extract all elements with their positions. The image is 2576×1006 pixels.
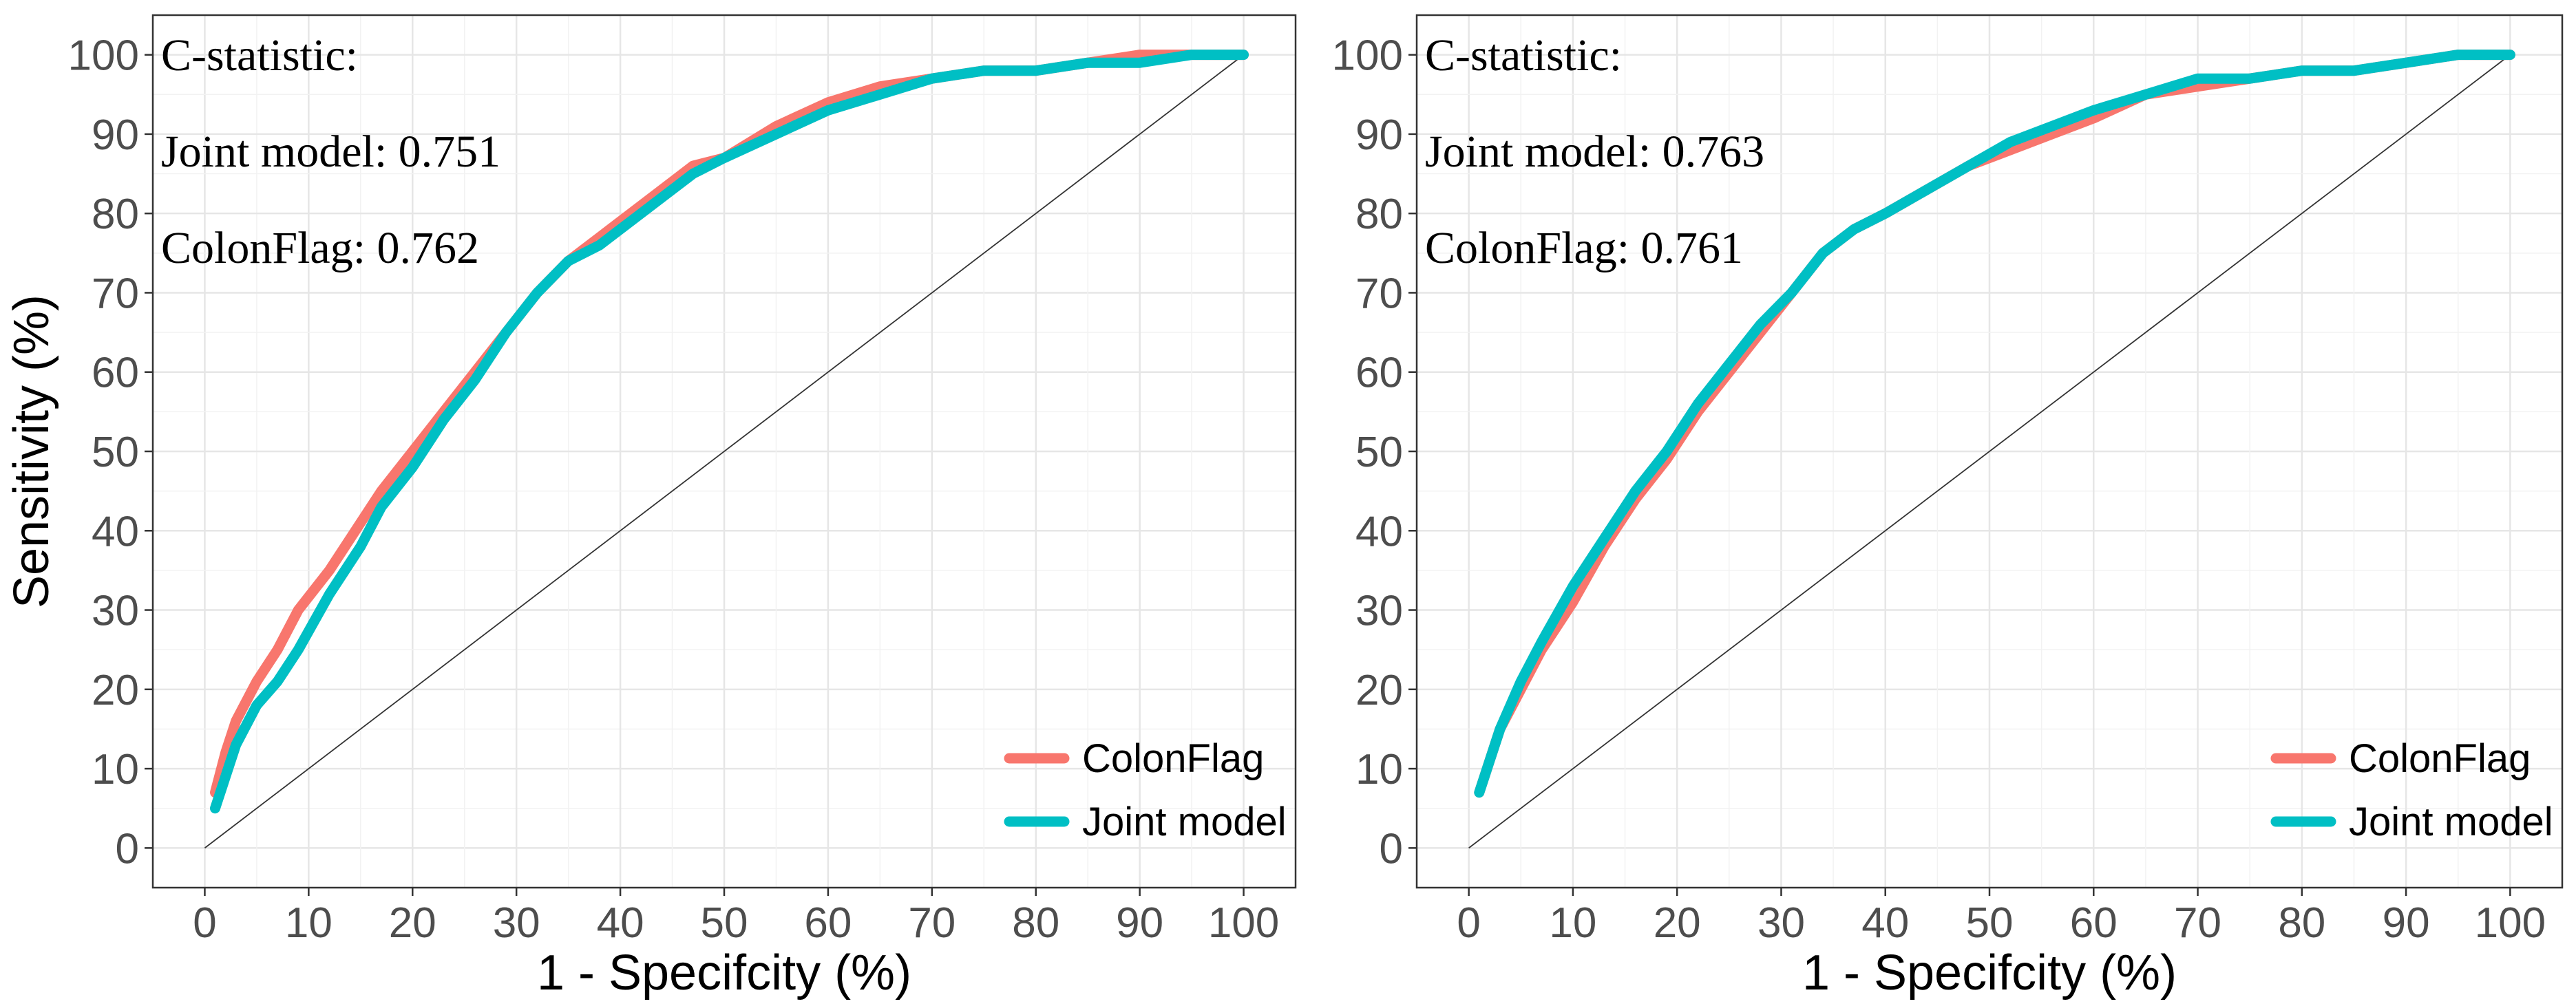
- x-tick-label: 10: [1549, 899, 1596, 947]
- y-tick-label: 30: [1355, 588, 1403, 635]
- x-tick-label: 80: [2278, 899, 2325, 947]
- legend: ColonFlag Joint model: [1004, 736, 1287, 844]
- y-tick-label: 30: [92, 588, 139, 635]
- c-statistic-heading-bold: C-statistic: [1425, 30, 1609, 81]
- c-statistic-heading: C-statistic:: [1425, 30, 1622, 81]
- y-tick-label: 50: [1355, 429, 1403, 476]
- y-tick-label: 40: [92, 508, 139, 555]
- y-tick-label: 50: [92, 429, 139, 476]
- y-tick-label: 100: [68, 32, 139, 80]
- y-tick-label: 0: [116, 825, 139, 873]
- x-tick-label: 60: [2070, 899, 2118, 947]
- y-tick-label: 90: [1355, 111, 1403, 159]
- grid: [1417, 15, 2562, 888]
- x-tick-label: 20: [389, 899, 436, 947]
- c-statistic-line: Joint model: 0.751: [161, 127, 500, 177]
- x-tick-label: 0: [1457, 899, 1480, 947]
- c-statistic-colon: :: [346, 30, 358, 81]
- x-tick-label: 30: [1757, 899, 1805, 947]
- x-tick-label: 40: [597, 899, 644, 947]
- x-tick-label: 70: [908, 899, 956, 947]
- roc-panel-2: 0 10 20 30 40 50 60 70 80 90 100 0 10 20 30 40 50 60 70 80 9…: [1332, 14, 2564, 1000]
- x-axis-title: 1 - Specifcity (%): [537, 945, 911, 1000]
- y-tick-label: 0: [1380, 825, 1403, 873]
- c-statistic-line: ColonFlag: 0.762: [161, 223, 479, 273]
- reference-diagonal-line: [204, 54, 1245, 849]
- c-statistic-heading-bold: C-statistic: [161, 30, 346, 81]
- y-tick-label: 20: [92, 667, 139, 714]
- legend-label: ColonFlag: [1082, 736, 1264, 781]
- x-tick-label: 70: [2174, 899, 2221, 947]
- x-tick-label: 50: [1966, 899, 2014, 947]
- y-axis-title: Sensitivity (%): [4, 295, 59, 608]
- x-tick-label: 60: [804, 899, 852, 947]
- y-tick-label: 10: [1355, 746, 1403, 793]
- x-tick-label: 40: [1861, 899, 1909, 947]
- y-tick-label: 100: [1332, 32, 1403, 80]
- series-line-joint-model: [210, 50, 1249, 814]
- legend-label: ColonFlag: [2349, 736, 2531, 781]
- reference-diagonal-line: [1468, 54, 2511, 849]
- legend-label: Joint model: [1082, 800, 1287, 844]
- x-tick-label: 90: [2383, 899, 2430, 947]
- legend: ColonFlag Joint model: [2270, 736, 2553, 844]
- y-tick-label: 20: [1355, 667, 1403, 714]
- x-tick-label: 20: [1654, 899, 1701, 947]
- x-axis-title: 1 - Specifcity (%): [1802, 945, 2177, 1000]
- x-tick-label: 80: [1012, 899, 1059, 947]
- x-tick-label: 100: [1208, 899, 1279, 947]
- y-tick-label: 40: [1355, 508, 1403, 555]
- y-tick-label: 80: [92, 191, 139, 238]
- y-tick-label: 60: [92, 350, 139, 397]
- y-tick-label: 60: [1355, 350, 1403, 397]
- c-statistic-line: Joint model: 0.763: [1425, 127, 1764, 177]
- y-tick-label: 90: [92, 111, 139, 159]
- x-tick-label: 50: [701, 899, 748, 947]
- y-tick-label: 80: [1355, 191, 1403, 238]
- roc-panel-1: 0 10 20 30 40 50 60 70 80 90 100 0 10 20 30 40 50 60 70 80 9…: [4, 14, 1297, 1000]
- c-statistic-line: ColonFlag: 0.761: [1425, 223, 1743, 273]
- x-tick-label: 10: [285, 899, 332, 947]
- x-tick-label: 30: [493, 899, 540, 947]
- y-tick-label: 10: [92, 746, 139, 793]
- x-tick-label: 100: [2475, 899, 2546, 947]
- x-tick-label: 90: [1116, 899, 1163, 947]
- c-statistic-heading: C-statistic:: [161, 30, 358, 81]
- y-tick-label: 70: [1355, 270, 1403, 317]
- series-line-joint-model: [1474, 50, 2515, 798]
- y-tick-label: 70: [92, 270, 139, 317]
- c-statistic-colon: :: [1609, 30, 1622, 81]
- x-tick-label: 0: [193, 899, 216, 947]
- legend-label: Joint model: [2349, 800, 2553, 844]
